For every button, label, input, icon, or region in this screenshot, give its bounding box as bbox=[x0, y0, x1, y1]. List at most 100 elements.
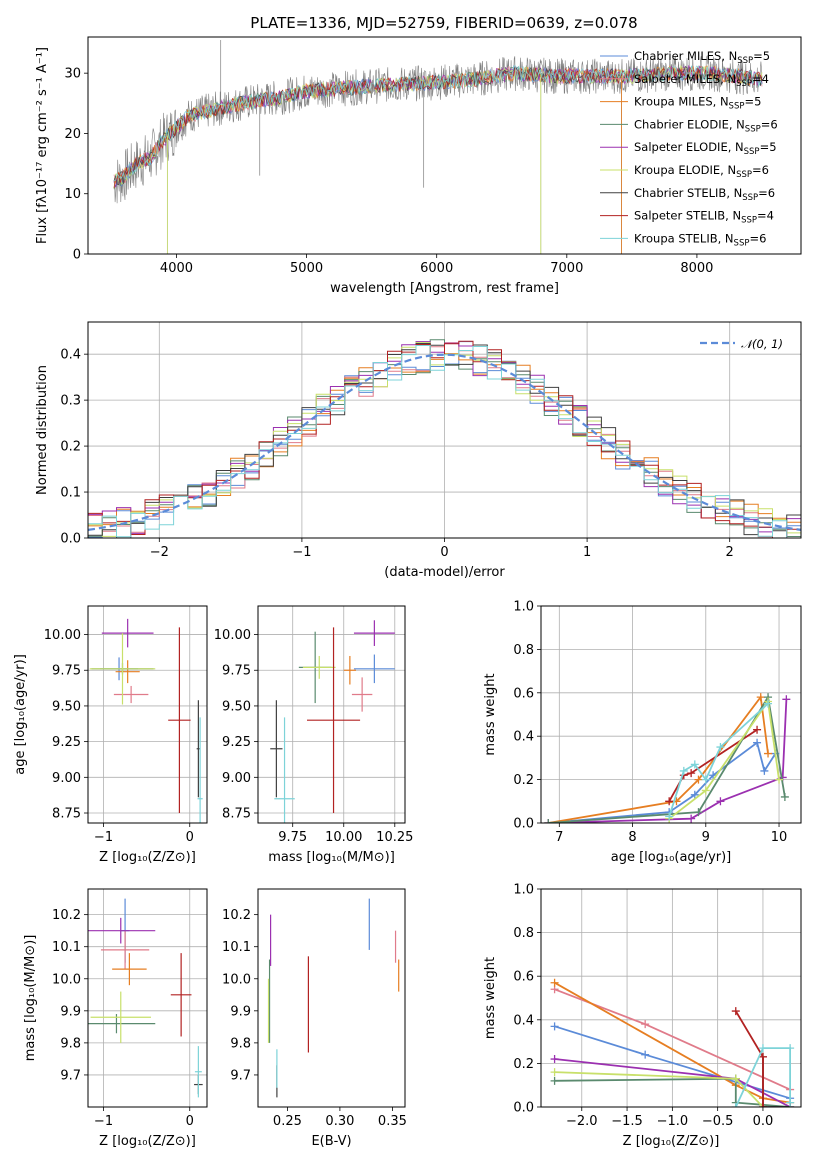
weight-vs-age-marker bbox=[544, 819, 553, 823]
histogram-ytick-label: 0.4 bbox=[60, 348, 81, 363]
weight-vs-z-marker bbox=[641, 1050, 650, 1059]
spectrum-ytick-label: 20 bbox=[64, 127, 81, 142]
spectrum-xtick-label: 6000 bbox=[420, 261, 453, 276]
weight-vs-age-marker bbox=[679, 766, 688, 775]
age-vs-z-point bbox=[168, 627, 191, 814]
legend-entry: Chabrier ELODIE, NSSP=6 bbox=[634, 117, 778, 134]
mass-vs-ebv-frame bbox=[257, 888, 406, 1108]
weight-vs-age-marker bbox=[665, 812, 674, 821]
weight-vs-age-marker bbox=[701, 775, 710, 784]
legend-entry: Salpeter ELODIE, NSSP=5 bbox=[634, 140, 777, 157]
weight-vs-z-marker bbox=[641, 1020, 650, 1029]
legend-entry: Salpeter STELIB, NSSP=4 bbox=[634, 209, 774, 226]
age-vs-mass-plot-area bbox=[270, 620, 395, 823]
weight-vs-age-marker bbox=[701, 786, 710, 795]
weight-vs-z-marker bbox=[550, 1022, 559, 1031]
mass-vs-z-ytick-label: 9.7 bbox=[60, 1068, 81, 1083]
weight-vs-z-marker bbox=[550, 1068, 559, 1077]
weight-vs-z-ytick-label: 0.4 bbox=[513, 1013, 534, 1028]
weight-vs-age-marker bbox=[780, 792, 789, 801]
mass-vs-z-ytick-label: 10.0 bbox=[52, 972, 81, 987]
weight-vs-z-plot-area bbox=[550, 978, 795, 1107]
weight-vs-age-marker bbox=[764, 749, 773, 758]
age-vs-z-point bbox=[115, 660, 140, 684]
weight-vs-age-series-line bbox=[668, 702, 769, 817]
spectrum-xlabel: wavelength [Angstrom, rest frame] bbox=[330, 281, 559, 296]
mass-vs-z-xtick-label: −1 bbox=[94, 1114, 113, 1129]
weight-vs-age-series-line bbox=[668, 728, 758, 802]
spectrum-axes: 4000 5000 6000 7000 8000 0 10 20 30 bbox=[64, 67, 713, 276]
weight-vs-age-xtick-label: 7 bbox=[555, 830, 563, 845]
weight-vs-z-marker bbox=[758, 1044, 767, 1053]
weight-vs-age-xlabel: age [log₁₀(age/yr)] bbox=[611, 850, 732, 865]
age-vs-mass-ytick-label: 9.50 bbox=[222, 699, 251, 714]
weight-vs-age-ylabel: mass weight bbox=[483, 673, 498, 755]
weight-vs-age-ytick-label: 0.8 bbox=[513, 643, 534, 658]
age-vs-mass-xtick-label: 10.25 bbox=[376, 830, 413, 845]
weight-vs-age-marker bbox=[716, 797, 725, 806]
age-vs-z-xlabel: Z [log₁₀(Z/Z⊙)] bbox=[99, 850, 196, 865]
age-vs-mass-xlabel: mass [log₁₀(M/M⊙)] bbox=[268, 850, 395, 865]
weight-vs-z-xtick-label: −1.0 bbox=[657, 1114, 689, 1129]
mass-vs-ebv-plot-area bbox=[267, 898, 400, 1098]
normal-reference-curve bbox=[88, 353, 801, 531]
mass-vs-z-ytick-label: 9.9 bbox=[60, 1004, 81, 1019]
age-vs-z-ytick-label: 9.50 bbox=[52, 699, 81, 714]
age-vs-z-point bbox=[113, 685, 149, 704]
mass-vs-z-ytick-label: 10.1 bbox=[52, 940, 81, 955]
weight-vs-age-xtick-label: 10 bbox=[771, 830, 788, 845]
spectrum-xtick-label: 5000 bbox=[290, 261, 323, 276]
weight-vs-age-marker bbox=[764, 699, 773, 708]
mass-vs-z-ytick-label: 9.8 bbox=[60, 1036, 81, 1051]
weight-vs-age-marker bbox=[694, 775, 703, 784]
weight-vs-z-frame bbox=[540, 888, 802, 1108]
spectrum-ytick-label: 30 bbox=[64, 67, 81, 82]
age-vs-z-point bbox=[197, 717, 203, 823]
age-vs-z-xtick-label: 0 bbox=[186, 830, 194, 845]
age-vs-mass-point bbox=[307, 627, 361, 814]
histogram-ytick-label: 0.2 bbox=[60, 440, 81, 455]
legend-entry: Kroupa ELODIE, NSSP=6 bbox=[634, 163, 769, 180]
mass-vs-ebv-ytick-label: 10.0 bbox=[222, 972, 251, 987]
weight-vs-z-xtick-label: −2.0 bbox=[566, 1114, 598, 1129]
spectrum-model-line bbox=[113, 65, 763, 182]
weight-vs-z-marker bbox=[550, 1055, 559, 1064]
age-vs-z-ylabel: age [log₁₀(age/yr)] bbox=[13, 654, 28, 775]
weight-vs-z-xtick-label: −0.5 bbox=[702, 1114, 734, 1129]
weight-vs-z-ytick-label: 0.6 bbox=[513, 970, 534, 985]
age-vs-mass-axes: 9.75 10.00 10.25 8.75 9.00 9.25 9.50 9.75 10.00 bbox=[214, 606, 413, 845]
mass-vs-ebv-xtick-label: 0.25 bbox=[273, 1114, 302, 1129]
weight-vs-z-marker bbox=[758, 1103, 767, 1107]
age-vs-mass-point bbox=[274, 717, 295, 823]
age-vs-mass-point bbox=[270, 700, 283, 798]
age-vs-mass-point bbox=[351, 677, 373, 712]
age-vs-z-ytick-label: 8.75 bbox=[52, 807, 81, 822]
mass-vs-z-point bbox=[170, 953, 192, 1037]
spectrum-ylabel: Flux [fλ10⁻¹⁷ erg cm⁻² s⁻¹ A⁻¹] bbox=[35, 47, 50, 244]
spectrum-xtick-label: 8000 bbox=[680, 261, 713, 276]
weight-vs-z-ylabel: mass weight bbox=[483, 957, 498, 1039]
age-vs-mass-ytick-label: 8.75 bbox=[222, 807, 251, 822]
weight-vs-age-series-line bbox=[548, 694, 786, 823]
weight-vs-age-frame bbox=[540, 605, 802, 824]
weight-vs-age-ytick-label: 0.4 bbox=[513, 730, 534, 745]
mass-vs-ebv-xtick-label: 0.30 bbox=[325, 1114, 354, 1129]
mass-vs-z-point bbox=[88, 917, 156, 944]
age-vs-mass-xtick-label: 10.00 bbox=[325, 830, 362, 845]
mass-vs-ebv-ytick-label: 10.2 bbox=[222, 908, 251, 923]
weight-vs-age-xtick-label: 9 bbox=[702, 830, 710, 845]
weight-vs-z-xlabel: Z [log₁₀(Z/Z⊙)] bbox=[623, 1134, 720, 1149]
age-vs-mass-ytick-label: 10.00 bbox=[214, 628, 251, 643]
histogram-ytick-label: 0.1 bbox=[60, 486, 81, 501]
age-vs-z-ytick-label: 10.00 bbox=[44, 628, 81, 643]
weight-vs-age-marker bbox=[690, 760, 699, 769]
weight-vs-z-ytick-label: 1.0 bbox=[513, 883, 534, 898]
weight-vs-age-marker bbox=[753, 738, 762, 747]
weight-vs-z-ytick-label: 0.2 bbox=[513, 1057, 534, 1072]
age-vs-z-point bbox=[101, 618, 154, 648]
spectrum-legend: Chabrier MILES, NSSP=5 Salpeter MILES, NS… bbox=[600, 49, 778, 248]
weight-vs-z-marker bbox=[550, 978, 559, 987]
weight-vs-age-marker bbox=[782, 695, 791, 704]
histogram-xlabel: (data-model)/error bbox=[384, 565, 505, 580]
